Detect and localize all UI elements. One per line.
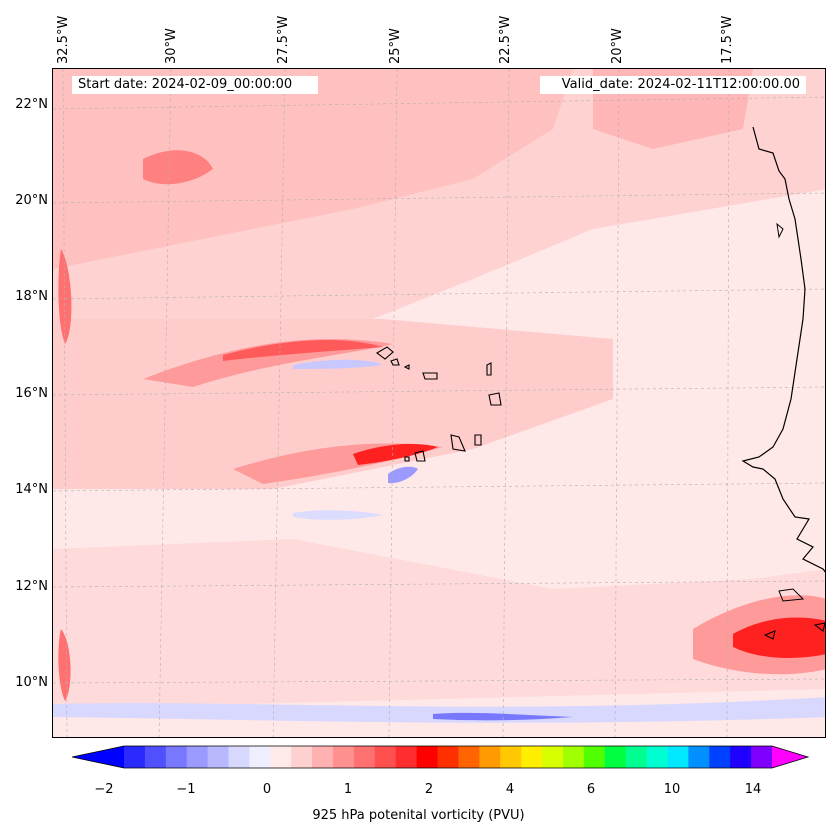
pv-southeast-core — [733, 617, 825, 659]
colorbar-cell — [312, 746, 334, 768]
colorbar-tick-label: 2 — [424, 782, 434, 797]
lat-label: 18°N — [15, 289, 48, 304]
colorbar-cell — [207, 746, 230, 768]
colorbar-outline — [72, 745, 810, 769]
bijagos-islands-east — [813, 622, 825, 632]
colorbar-tick-label: 1 — [343, 782, 353, 797]
pv-strip-upper — [143, 339, 393, 387]
lat-label: 14°N — [15, 482, 48, 497]
colorbar-cell — [583, 746, 606, 768]
colorbar-cell — [730, 746, 752, 768]
colorbar-cell — [395, 746, 418, 768]
colorbar-max-extend — [772, 746, 808, 768]
lat-label: 12°N — [15, 579, 48, 594]
colorbar-cell — [124, 746, 146, 768]
graticule — [53, 69, 825, 737]
colorbar — [72, 745, 810, 769]
lat-label: 16°N — [15, 386, 48, 401]
colorbar-tick-label: 4 — [505, 782, 515, 797]
pv-negative-south-core — [433, 712, 573, 721]
pv-patch-northwest — [143, 150, 213, 185]
colorbar-cell — [521, 746, 543, 768]
colorbar-cell — [751, 746, 773, 768]
pv-west-edge-max — [58, 249, 72, 344]
pv-negative-middle — [388, 466, 418, 484]
colorbar-cell — [500, 746, 522, 768]
colorbar-cell — [165, 746, 188, 768]
colorbar-cell — [646, 746, 668, 768]
colorbar-cell — [353, 746, 376, 768]
map-panel — [52, 68, 826, 738]
colorbar-tick-label: 10 — [663, 782, 681, 797]
colorbar-cell — [144, 746, 167, 768]
pv-negative-lower — [293, 510, 383, 520]
colorbar-cell — [186, 746, 209, 768]
pv-band-northwest — [53, 69, 573, 269]
lon-label: 32.5°W — [56, 15, 71, 64]
start-date-label: Start date: 2024-02-09_00:00:00 — [72, 76, 318, 94]
colorbar-cell — [458, 746, 480, 768]
coast-detail — [776, 222, 784, 239]
colorbar-cell — [625, 746, 648, 768]
pv-negative-upper — [293, 359, 383, 369]
lon-label: 30°W — [164, 28, 179, 64]
colorbar-cell — [291, 746, 313, 768]
pv-contour-map — [53, 69, 825, 737]
lon-label: 27.5°W — [276, 15, 291, 64]
colorbar-cell — [228, 746, 250, 768]
colorbar-cell — [562, 746, 585, 768]
colorbar-cell — [416, 746, 439, 768]
colorbar-tick-label: 14 — [744, 782, 762, 797]
colorbar-tick-label: 0 — [262, 782, 272, 797]
colorbar-tick-label: −2 — [94, 782, 114, 797]
colorbar-title: 925 hPa potenital vorticity (PVU) — [312, 808, 525, 823]
colorbar-cell — [542, 746, 564, 768]
lat-label: 20°N — [15, 193, 48, 208]
colorbar-cell — [709, 746, 731, 768]
pv-band-central — [53, 319, 613, 489]
colorbar-cell — [333, 746, 355, 768]
colorbar-cell — [270, 746, 292, 768]
colorbar-min-extend — [72, 746, 124, 768]
colorbar-cell — [437, 746, 459, 768]
lon-label: 20°W — [610, 28, 625, 64]
colorbar-cell — [249, 746, 271, 768]
pv-negative-south-band — [53, 697, 825, 723]
pv-strip-upper-core — [223, 340, 383, 361]
lat-label: 10°N — [15, 675, 48, 690]
colorbar-cell — [604, 746, 627, 768]
colorbar-tick-label: −1 — [176, 782, 196, 797]
valid-date-label: Valid_date: 2024-02-11T12:00:00.00 — [540, 76, 806, 94]
bijagos-islands — [763, 630, 776, 640]
lon-label: 22.5°W — [498, 15, 513, 64]
cape-verde-islands — [376, 346, 502, 462]
colorbar-tick-label: 6 — [586, 782, 596, 797]
coast-inlet — [778, 588, 805, 602]
africa-coastline — [741, 126, 825, 573]
colorbar-cell — [688, 746, 710, 768]
colorbar-cell — [479, 746, 501, 768]
lon-label: 25°W — [388, 28, 403, 64]
colorbar-cell — [374, 746, 397, 768]
lon-label: 17.5°W — [720, 15, 735, 64]
colorbar-cell — [667, 746, 689, 768]
pv-strip-middle-core — [353, 443, 438, 465]
lat-label: 22°N — [15, 97, 48, 112]
pv-band-south — [53, 539, 825, 709]
